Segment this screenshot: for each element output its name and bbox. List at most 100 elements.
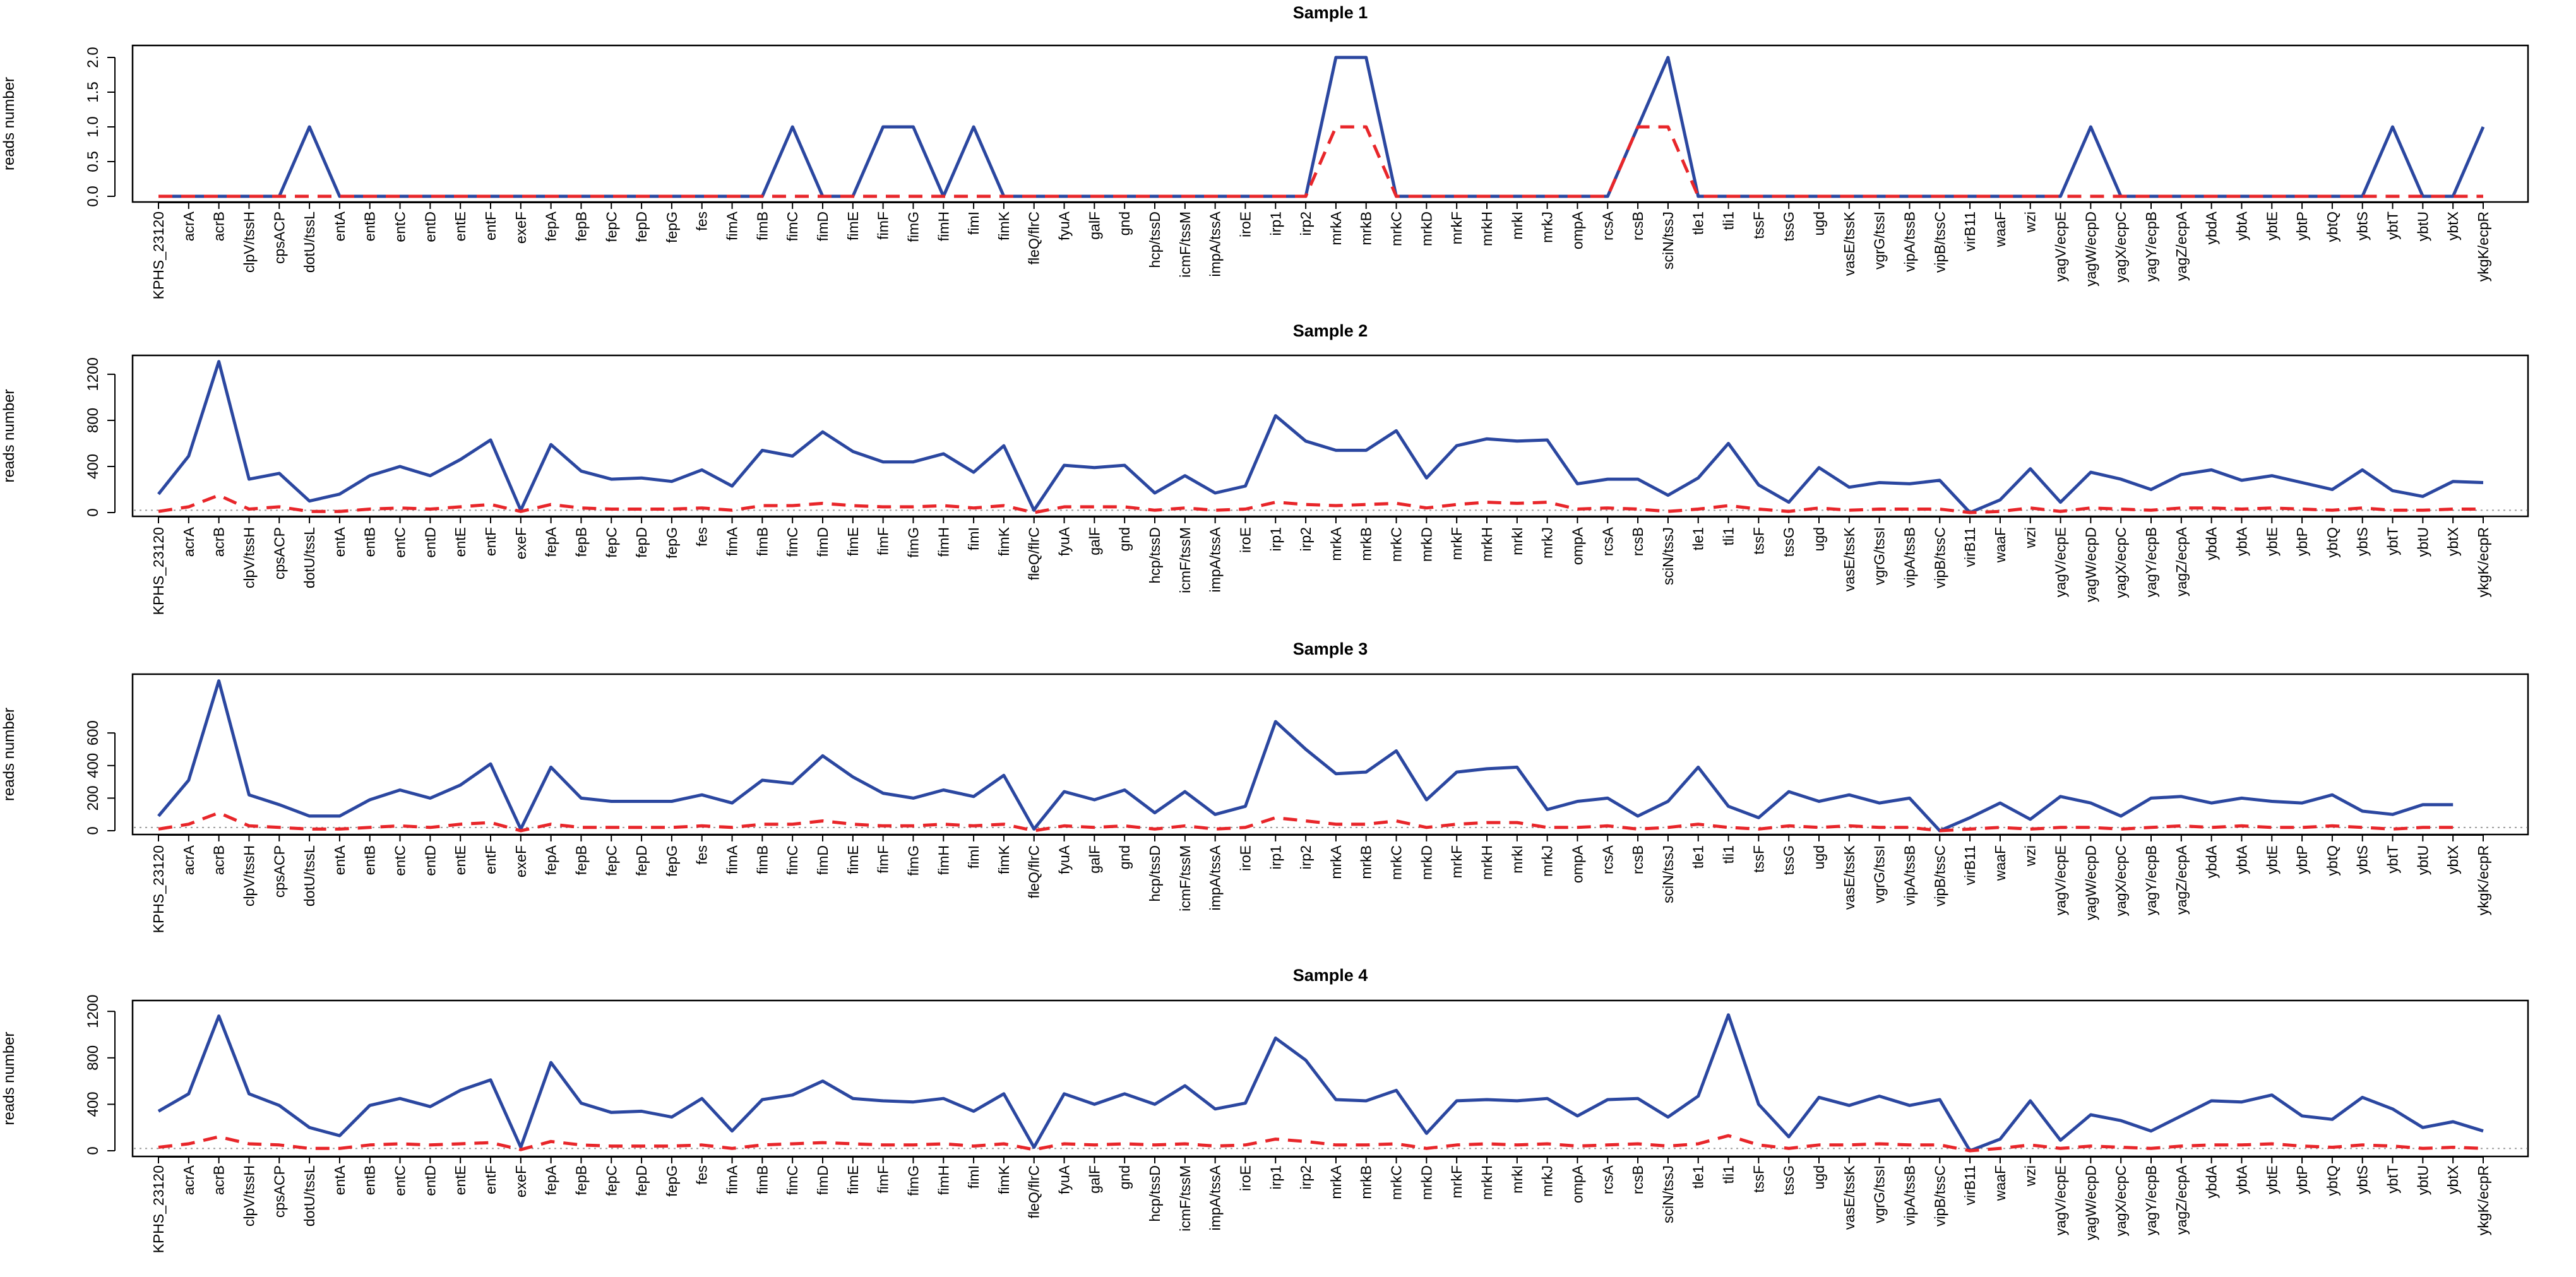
x-tick-label: mrkH bbox=[1479, 1165, 1495, 1200]
x-tick-label: fepG bbox=[664, 845, 680, 877]
x-tick-label: mrkH bbox=[1479, 527, 1495, 562]
x-tick-label: fimF bbox=[875, 845, 891, 874]
x-tick-label: fimA bbox=[724, 211, 741, 241]
x-tick-label: ugd bbox=[1811, 1165, 1827, 1189]
x-tick-label: ykgK/ecpR bbox=[2475, 1165, 2491, 1235]
x-tick-label: entC bbox=[392, 845, 408, 876]
x-tick-label: fyuA bbox=[1056, 526, 1073, 556]
x-tick-label: virB11 bbox=[1962, 211, 1978, 252]
x-tick-label: vgrG/tssI bbox=[1871, 845, 1888, 903]
x-tick-label: mrkB bbox=[1358, 1165, 1374, 1199]
x-tick-label: mrkB bbox=[1358, 845, 1374, 879]
x-tick-label: ybdA bbox=[2203, 845, 2220, 878]
x-tick-label: ybtE bbox=[2263, 527, 2280, 556]
x-tick-label: fimH bbox=[935, 845, 951, 875]
x-tick-label: fepA bbox=[543, 1165, 559, 1195]
x-tick-label: KPHS_23120 bbox=[150, 211, 167, 299]
x-tick-label: KPHS_23120 bbox=[150, 527, 167, 615]
x-tick-label: yagW/ecpD bbox=[2082, 211, 2099, 287]
x-tick-label: sciN/tssJ bbox=[1660, 1165, 1676, 1223]
x-tick-label: fes bbox=[694, 211, 710, 231]
x-tick-label: tssF bbox=[1750, 211, 1767, 239]
x-tick-label: cpsACP bbox=[271, 845, 287, 898]
x-tick-label: cpsACP bbox=[271, 211, 287, 264]
x-tick-label: fimE bbox=[845, 527, 861, 556]
x-tick-label: impA/tssA bbox=[1207, 1165, 1224, 1230]
x-tick-label: ybtT bbox=[2385, 1165, 2401, 1194]
x-tick-label: mrkH bbox=[1479, 845, 1495, 880]
x-tick-label: ompA bbox=[1569, 1165, 1585, 1203]
x-tick-label: vipB/tssC bbox=[1931, 527, 1948, 588]
chart-title: Sample 4 bbox=[1293, 966, 1368, 985]
x-tick-label: vasE/tssK bbox=[1841, 526, 1857, 591]
y-tick-label: 0 bbox=[85, 826, 102, 835]
x-tick-label: ybtQ bbox=[2324, 211, 2340, 242]
x-tick-label: tli1 bbox=[1720, 527, 1737, 545]
x-tick-label: yagX/ecpC bbox=[2113, 211, 2129, 283]
x-tick-label: ybtP bbox=[2294, 211, 2310, 241]
x-tick-label: tssG bbox=[1780, 211, 1797, 241]
x-tick-label: fimK bbox=[996, 211, 1012, 241]
x-tick-label: tssF bbox=[1750, 845, 1767, 872]
x-tick-label: hcp/tssD bbox=[1147, 211, 1163, 268]
x-tick-label: ybtT bbox=[2385, 845, 2401, 874]
x-tick-label: ybtQ bbox=[2324, 527, 2340, 558]
chart-title: Sample 1 bbox=[1293, 3, 1368, 22]
x-tick-label: acrA bbox=[181, 526, 197, 557]
x-tick-label: icmF/tssM bbox=[1177, 845, 1193, 912]
x-tick-label: ybtQ bbox=[2324, 845, 2340, 876]
y-tick-label: 0 bbox=[85, 1146, 102, 1155]
blue-solid-series-line bbox=[157, 679, 2454, 833]
x-tick-label: irp1 bbox=[1267, 211, 1284, 235]
x-tick-label: entE bbox=[452, 211, 468, 241]
x-tick-label: entE bbox=[452, 1165, 468, 1195]
y-tick-label: 400 bbox=[85, 454, 102, 479]
x-tick-label: ybtS bbox=[2354, 845, 2371, 874]
x-tick-label: ybtE bbox=[2263, 1165, 2280, 1194]
x-tick-label: fimI bbox=[965, 1165, 982, 1189]
x-tick-label: impA/tssA bbox=[1207, 211, 1224, 276]
x-tick-label: mrkA bbox=[1328, 845, 1344, 879]
x-tick-label: entF bbox=[482, 1165, 499, 1194]
x-tick-label: fepC bbox=[603, 1165, 619, 1196]
x-tick-label: ybtS bbox=[2354, 211, 2371, 241]
x-tick-label: fimA bbox=[724, 845, 741, 874]
x-tick-label: fimE bbox=[845, 845, 861, 874]
x-tick-label: ybdA bbox=[2203, 1165, 2220, 1198]
x-tick-label: fimC bbox=[784, 527, 801, 557]
y-axis-label: reads number bbox=[1, 708, 18, 801]
x-tick-label: mrkF bbox=[1448, 211, 1465, 244]
x-tick-label: fimI bbox=[965, 845, 982, 869]
x-tick-label: rcsB bbox=[1630, 527, 1646, 556]
x-tick-label: yagV/ecpE bbox=[2053, 211, 2069, 282]
x-tick-label: fepG bbox=[664, 211, 680, 243]
x-tick-label: yagY/ecpB bbox=[2143, 527, 2159, 597]
x-tick-label: vgrG/tssI bbox=[1871, 1165, 1888, 1223]
red-dashed-series-line bbox=[158, 811, 2454, 833]
x-tick-label: fimB bbox=[754, 211, 770, 241]
x-tick-label: yagX/ecpC bbox=[2113, 1165, 2129, 1237]
x-tick-label: entF bbox=[482, 211, 499, 241]
x-tick-label: entD bbox=[422, 845, 438, 876]
x-tick-label: yagZ/ecpA bbox=[2173, 211, 2190, 281]
x-tick-label: fleQ/flrC bbox=[1026, 527, 1042, 580]
x-tick-label: ybdA bbox=[2203, 526, 2220, 560]
x-tick-label: virB11 bbox=[1962, 1165, 1978, 1206]
y-tick-label: 1.5 bbox=[85, 81, 102, 102]
x-tick-label: gnd bbox=[1116, 527, 1133, 551]
x-tick-label: yagW/ecpD bbox=[2082, 845, 2099, 920]
y-axis-label: reads number bbox=[1, 1031, 18, 1125]
x-tick-label: gnd bbox=[1116, 1165, 1133, 1189]
x-tick-label: fleQ/flrC bbox=[1026, 1165, 1042, 1218]
x-tick-label: yagZ/ecpA bbox=[2173, 526, 2190, 597]
x-tick-label: fimD bbox=[814, 211, 831, 241]
x-tick-label: mrkC bbox=[1388, 527, 1405, 562]
x-tick-label: vasE/tssK bbox=[1841, 211, 1857, 276]
y-axis-label: reads number bbox=[1, 389, 18, 482]
x-tick-label: ybtS bbox=[2354, 1165, 2371, 1194]
blue-solid-series-line bbox=[157, 360, 2484, 514]
x-tick-label: exeF bbox=[513, 845, 529, 877]
x-tick-label: ybtE bbox=[2263, 211, 2280, 241]
x-tick-label: vgrG/tssI bbox=[1871, 527, 1888, 585]
y-tick-label: 1.0 bbox=[85, 116, 102, 137]
